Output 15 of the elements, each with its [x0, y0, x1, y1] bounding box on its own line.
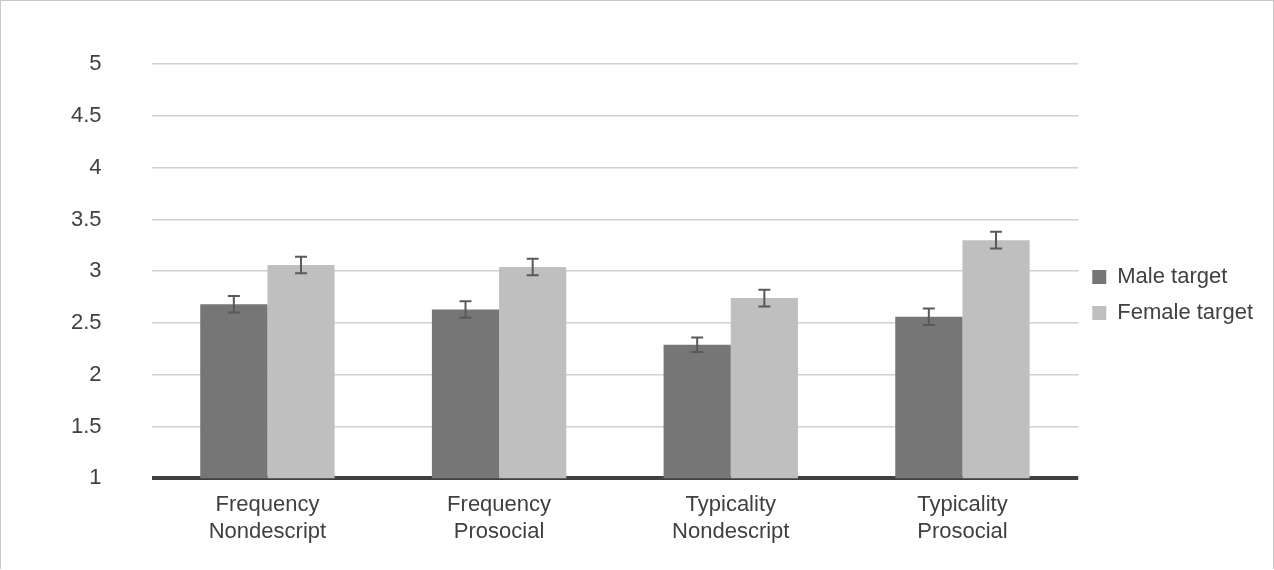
- y-tick-label: 3: [89, 257, 102, 283]
- x-tick-label: Frequency Prosocial: [447, 491, 552, 543]
- y-tick-label: 2: [89, 360, 102, 386]
- x-tick-label: Typicality Nondescript: [672, 491, 790, 543]
- legend-label: Female target: [1117, 299, 1254, 325]
- y-tick-label: 5: [89, 50, 102, 76]
- x-tick-label: Typicality Prosocial: [917, 491, 1008, 543]
- y-tick-label: 2.5: [70, 309, 102, 335]
- y-tick-label: 1: [89, 464, 102, 490]
- y-tick-label: 1.5: [70, 412, 102, 438]
- legend-label: Male target: [1117, 263, 1228, 289]
- y-tick-label: 3.5: [70, 205, 102, 231]
- y-tick-label: 4: [89, 153, 102, 179]
- y-tick-label: 4.5: [70, 102, 102, 128]
- x-tick-label: Frequency Nondescript: [208, 491, 327, 543]
